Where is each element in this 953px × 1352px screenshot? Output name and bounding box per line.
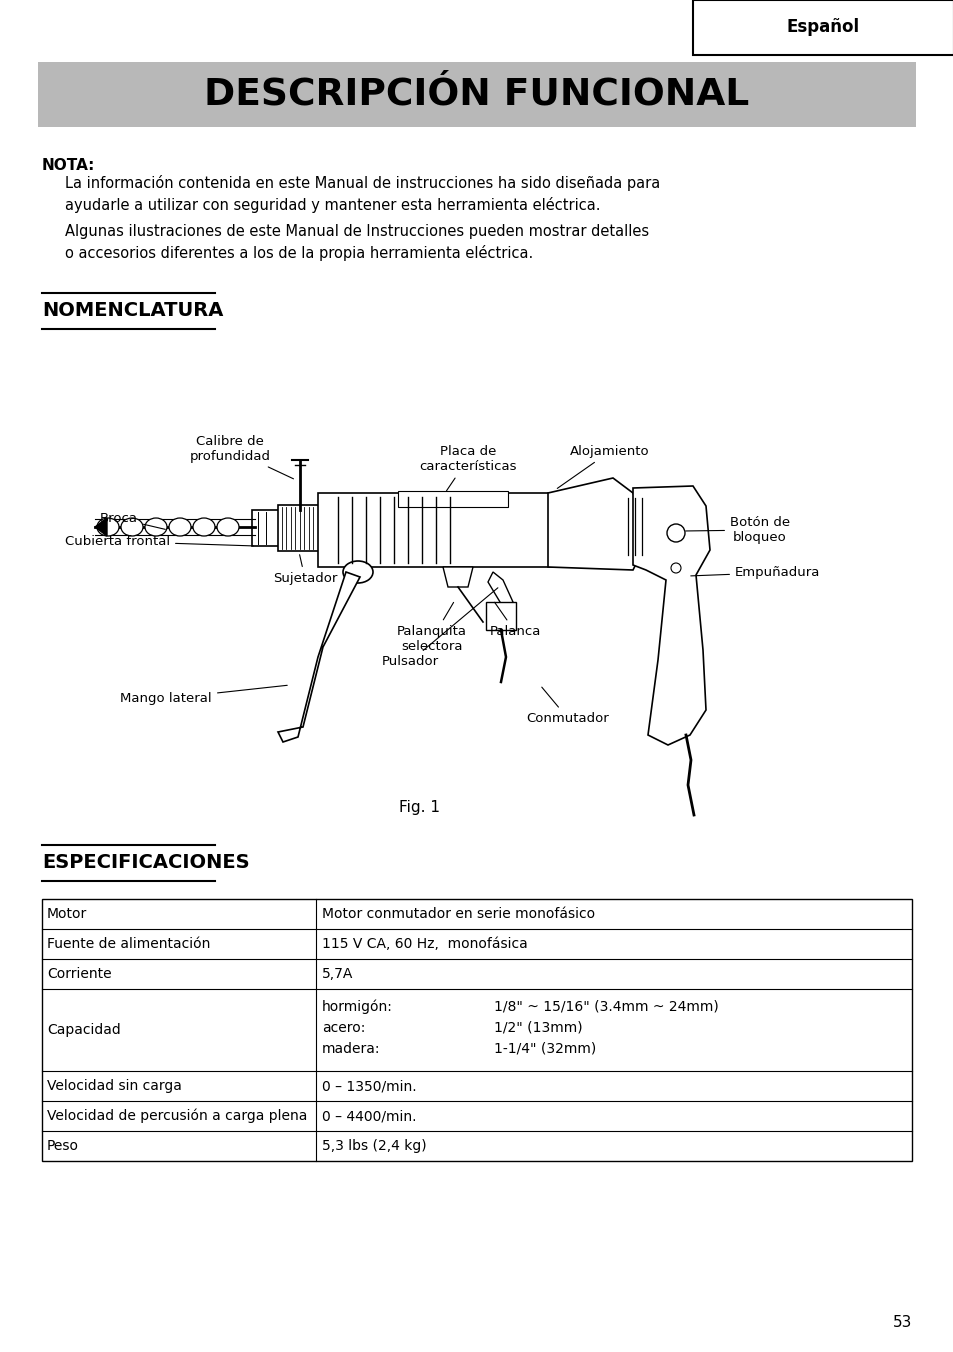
Text: Palanquita
selectora: Palanquita selectora bbox=[396, 603, 467, 653]
Polygon shape bbox=[442, 566, 473, 587]
Text: Motor: Motor bbox=[47, 907, 87, 921]
Text: Botón de
bloqueo: Botón de bloqueo bbox=[685, 516, 789, 544]
Ellipse shape bbox=[216, 518, 239, 535]
Bar bbox=[397, 491, 507, 507]
Text: Broca: Broca bbox=[100, 512, 165, 530]
Text: Capacidad: Capacidad bbox=[47, 1023, 121, 1037]
Text: Pulsador: Pulsador bbox=[381, 588, 497, 668]
Text: Conmutador: Conmutador bbox=[526, 687, 609, 725]
Text: 1/8" ~ 15/16" (3.4mm ~ 24mm)
1/2" (13mm)
1-1/4" (32mm): 1/8" ~ 15/16" (3.4mm ~ 24mm) 1/2" (13mm)… bbox=[494, 999, 718, 1056]
Text: ESPECIFICACIONES: ESPECIFICACIONES bbox=[42, 853, 250, 872]
Text: hormigón:
acero:
madera:: hormigón: acero: madera: bbox=[322, 999, 393, 1056]
Bar bbox=[42, 899, 911, 1161]
Text: Mango lateral: Mango lateral bbox=[120, 685, 287, 704]
Text: 0 – 1350/min.: 0 – 1350/min. bbox=[322, 1079, 416, 1092]
Bar bbox=[252, 510, 280, 546]
Text: Español: Español bbox=[786, 19, 860, 37]
Text: Velocidad de percusión a carga plena: Velocidad de percusión a carga plena bbox=[47, 1109, 307, 1124]
Text: NOMENCLATURA: NOMENCLATURA bbox=[42, 301, 223, 320]
Bar bbox=[485, 602, 516, 630]
Text: Fuente de alimentación: Fuente de alimentación bbox=[47, 937, 211, 950]
Bar bbox=[317, 493, 558, 566]
Text: Fig. 1: Fig. 1 bbox=[399, 800, 440, 815]
Text: Motor conmutador en serie monofásico: Motor conmutador en serie monofásico bbox=[322, 907, 595, 921]
Bar bbox=[277, 506, 319, 552]
Text: 53: 53 bbox=[892, 1315, 911, 1330]
Circle shape bbox=[666, 525, 684, 542]
Text: DESCRIPCIÓN FUNCIONAL: DESCRIPCIÓN FUNCIONAL bbox=[204, 77, 749, 112]
Text: NOTA:: NOTA: bbox=[42, 158, 95, 173]
Text: Calibre de
profundidad: Calibre de profundidad bbox=[190, 435, 294, 479]
Text: Palanca: Palanca bbox=[489, 602, 540, 638]
Circle shape bbox=[670, 562, 680, 573]
Text: Empuñadura: Empuñadura bbox=[690, 566, 820, 579]
Text: Sujetador: Sujetador bbox=[273, 554, 336, 585]
Ellipse shape bbox=[193, 518, 214, 535]
Ellipse shape bbox=[343, 561, 373, 583]
Text: Corriente: Corriente bbox=[47, 967, 112, 982]
Text: Alojamiento: Alojamiento bbox=[557, 445, 649, 488]
Text: 0 – 4400/min.: 0 – 4400/min. bbox=[322, 1109, 416, 1124]
Polygon shape bbox=[277, 572, 359, 742]
Text: 115 V CA, 60 Hz,  monofásica: 115 V CA, 60 Hz, monofásica bbox=[322, 937, 527, 950]
Polygon shape bbox=[547, 479, 642, 571]
Text: 5,3 lbs (2,4 kg): 5,3 lbs (2,4 kg) bbox=[322, 1138, 426, 1153]
Ellipse shape bbox=[145, 518, 167, 535]
Ellipse shape bbox=[121, 518, 143, 535]
Polygon shape bbox=[95, 518, 107, 535]
Text: La información contenida en este Manual de instrucciones ha sido diseñada para
a: La información contenida en este Manual … bbox=[65, 174, 659, 212]
Ellipse shape bbox=[169, 518, 191, 535]
Text: Peso: Peso bbox=[47, 1138, 79, 1153]
Bar bbox=[692, 0, 953, 55]
Bar bbox=[38, 62, 915, 127]
Polygon shape bbox=[633, 485, 709, 745]
Text: 5,7A: 5,7A bbox=[322, 967, 353, 982]
Text: Placa de
características: Placa de características bbox=[418, 445, 517, 491]
Polygon shape bbox=[488, 572, 513, 607]
Ellipse shape bbox=[97, 518, 119, 535]
Text: Cubierta frontal: Cubierta frontal bbox=[65, 535, 253, 548]
Text: Algunas ilustraciones de este Manual de Instrucciones pueden mostrar detalles
o : Algunas ilustraciones de este Manual de … bbox=[65, 224, 648, 261]
Text: Velocidad sin carga: Velocidad sin carga bbox=[47, 1079, 182, 1092]
